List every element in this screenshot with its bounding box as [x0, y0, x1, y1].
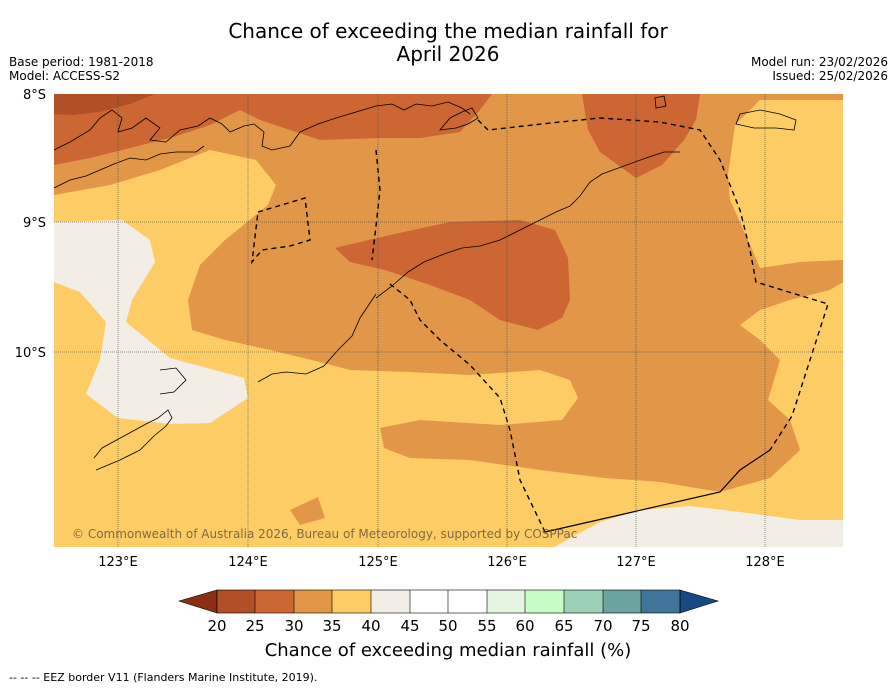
- lon-label-128e: 128°E: [745, 555, 785, 570]
- model-run: Model run: 23/02/2026: [750, 55, 888, 69]
- lon-labels: 123°E 124°E 125°E 126°E 127°E 128°E: [98, 555, 785, 570]
- colorbar-label: Chance of exceeding median rainfall (%): [264, 640, 632, 661]
- copyright-watermark: © Commonwealth of Australia 2026, Bureau…: [72, 527, 577, 541]
- colorbar-seg-70-75: [603, 590, 642, 613]
- colorbar-tick-25: 25: [245, 617, 264, 635]
- colorbar: 20 25 30 35 40 45 50 55 60 65 70 75 80: [177, 589, 720, 635]
- colorbar-tick-60: 60: [515, 617, 534, 635]
- lat-label-10s: 10°S: [15, 346, 46, 361]
- colorbar-tick-65: 65: [554, 617, 573, 635]
- base-period: Base period: 1981-2018: [9, 55, 154, 69]
- coastlines: [54, 95, 797, 471]
- lon-label-124e: 124°E: [228, 555, 268, 570]
- colorbar-seg-40-45: [371, 590, 410, 613]
- issued-date: Issued: 25/02/2026: [772, 69, 888, 83]
- lon-label-127e: 127°E: [616, 555, 656, 570]
- colorbar-tick-35: 35: [322, 617, 341, 635]
- colorbar-arrow-high: [679, 589, 720, 614]
- rainfall-map: © Commonwealth of Australia 2026, Bureau…: [54, 94, 843, 547]
- colorbar-separators: [216, 589, 681, 614]
- zone-25-30-north: [54, 94, 492, 165]
- colorbar-tick-50: 50: [438, 617, 457, 635]
- colorbar-tick-20: 20: [207, 617, 226, 635]
- colorbar-seg-30-35: [294, 590, 333, 613]
- meta-left: Base period: 1981-2018 Model: ACCESS-S2: [9, 55, 154, 83]
- colorbar-tick-45: 45: [400, 617, 419, 635]
- zone-25-30-central: [335, 220, 570, 330]
- colorbar-seg-60-65: [525, 590, 564, 613]
- lon-label-123e: 123°E: [98, 555, 138, 570]
- colorbar-tick-40: 40: [361, 617, 380, 635]
- model-name: Model: ACCESS-S2: [9, 69, 121, 83]
- colorbar-seg-25-30: [255, 590, 294, 613]
- lon-label-125e: 125°E: [358, 555, 398, 570]
- zone-30-35-islet: [290, 497, 325, 525]
- colorbar-seg-35-40: [332, 590, 371, 613]
- title-line-1: Chance of exceeding the median rainfall …: [228, 19, 668, 43]
- title-line-2: April 2026: [396, 42, 500, 66]
- colorbar-tick-30: 30: [284, 617, 303, 635]
- zone-25-30-northeast: [582, 94, 700, 178]
- zone-40-45-south: [554, 506, 843, 547]
- colorbar-tick-70: 70: [593, 617, 612, 635]
- colorbar-seg-20-25: [217, 590, 256, 613]
- colorbar-arrow-low: [177, 589, 218, 614]
- lat-labels: 8°S 9°S 10°S: [15, 88, 46, 361]
- lon-label-126e: 126°E: [487, 555, 527, 570]
- gridlines: [54, 94, 843, 547]
- colorbar-seg-45-50: [410, 590, 449, 613]
- chart-title: Chance of exceeding the median rainfall …: [0, 20, 896, 66]
- meta-right: Model run: 23/02/2026 Issued: 25/02/2026: [751, 55, 888, 83]
- colorbar-seg-75-80: [641, 590, 680, 613]
- lat-label-8s: 8°S: [23, 88, 46, 103]
- zone-30-35-main: [54, 94, 843, 492]
- colorbar-seg-65-70: [564, 590, 603, 613]
- colorbar-ticks: 20 25 30 35 40 45 50 55 60 65 70 75 80: [207, 617, 689, 635]
- zone-40-45-west: [54, 220, 248, 424]
- colorbar-tick-75: 75: [631, 617, 650, 635]
- eez-border-solid: [544, 449, 771, 533]
- colorbar-seg-50-55: [448, 590, 487, 613]
- footer-note: -- -- -- EEZ border V11 (Flanders Marine…: [9, 671, 318, 684]
- zone-20-25-corner: [54, 94, 155, 115]
- colorbar-seg-55-60: [487, 590, 526, 613]
- colorbar-tick-55: 55: [477, 617, 496, 635]
- lat-label-9s: 9°S: [23, 216, 46, 231]
- colorbar-tick-80: 80: [670, 617, 689, 635]
